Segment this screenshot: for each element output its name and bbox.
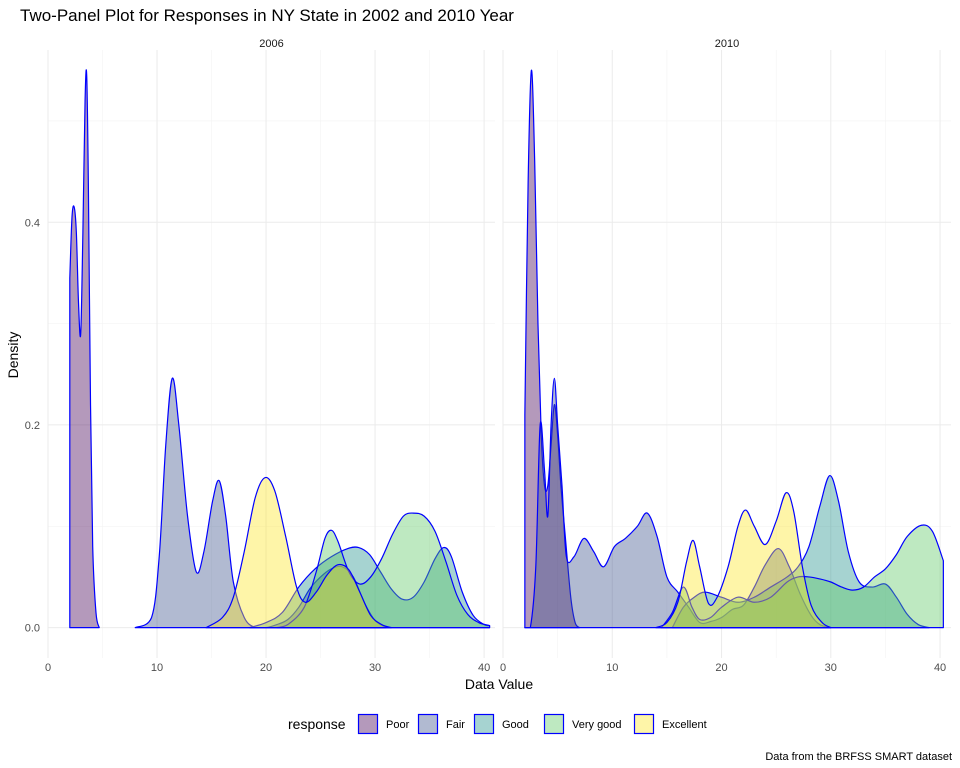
panel-2010: 2010 0 10 20 30 40 — [500, 38, 951, 674]
x-tick-label: 40 — [478, 662, 490, 674]
density-area-very-good — [661, 524, 944, 628]
legend-label-very-good: Very good — [572, 719, 622, 731]
density-line-excellent — [655, 492, 832, 629]
density-line-good — [671, 475, 930, 629]
density-area-good — [249, 547, 490, 628]
density-line-poor — [69, 69, 100, 629]
legend-key-fair — [417, 713, 439, 735]
density-line-good — [249, 546, 491, 629]
density-line-very-good — [660, 524, 944, 629]
x-tick-label: 30 — [825, 662, 837, 674]
legend-key-bg — [544, 714, 564, 734]
density-line-fair — [524, 377, 832, 629]
y-tick-label: 0.4 — [25, 217, 40, 229]
density-line-very-good — [276, 512, 491, 629]
x-tick-label: 0 — [500, 662, 506, 674]
density-area-poor — [69, 69, 100, 628]
legend-label-poor: Poor — [386, 719, 410, 731]
density-line-excellent — [205, 476, 393, 629]
legend-label-fair: Fair — [446, 719, 465, 731]
legend-key-good — [473, 713, 495, 735]
density-area-excellent — [655, 492, 831, 628]
x-tick-label: 20 — [260, 662, 272, 674]
legend-title: response — [288, 716, 346, 732]
x-tick-label: 10 — [606, 662, 618, 674]
density-line-poor — [524, 69, 581, 629]
density-area-fair — [524, 378, 831, 628]
x-axis-title: Data Value — [465, 676, 533, 692]
x-tick-label: 30 — [369, 662, 381, 674]
legend-label-excellent: Excellent — [662, 719, 707, 731]
y-tick-label: 0.2 — [25, 420, 40, 432]
x-tick-label: 10 — [151, 662, 163, 674]
legend-key-poor — [357, 713, 379, 735]
legend-label-good: Good — [502, 719, 529, 731]
legend-key-bg — [474, 714, 494, 734]
density-line-fair — [134, 377, 387, 629]
legend-key-very-good — [543, 713, 565, 735]
x-tick-label: 20 — [715, 662, 727, 674]
density-area-very-good — [276, 513, 490, 628]
chart-title: Two-Panel Plot for Responses in NY State… — [20, 6, 514, 25]
legend-key-excellent — [633, 713, 655, 735]
panels-group: 2006 0 10 20 30 40 0.0 0.2 0.4 2010 0 10 20 30 40 — [25, 38, 951, 674]
density-area-good — [672, 475, 930, 628]
legend-key-bg — [418, 714, 438, 734]
legend: response Poor Fair Good Very good Excellent — [288, 713, 707, 735]
density-area-fair — [135, 378, 386, 628]
y-tick-label: 0.0 — [25, 623, 40, 635]
density-area-excellent — [206, 477, 392, 628]
x-tick-label: 40 — [934, 662, 946, 674]
legend-key-bg — [358, 714, 378, 734]
panel-2006: 2006 0 10 20 30 40 0.0 0.2 0.4 — [25, 38, 495, 674]
x-tick-label: 0 — [45, 662, 51, 674]
chart-caption: Data from the BRFSS SMART dataset — [765, 751, 952, 763]
panel-strip-label: 2006 — [259, 38, 283, 50]
y-axis-title: Density — [5, 332, 21, 379]
panel-strip-label: 2010 — [715, 38, 739, 50]
legend-key-bg — [634, 714, 654, 734]
